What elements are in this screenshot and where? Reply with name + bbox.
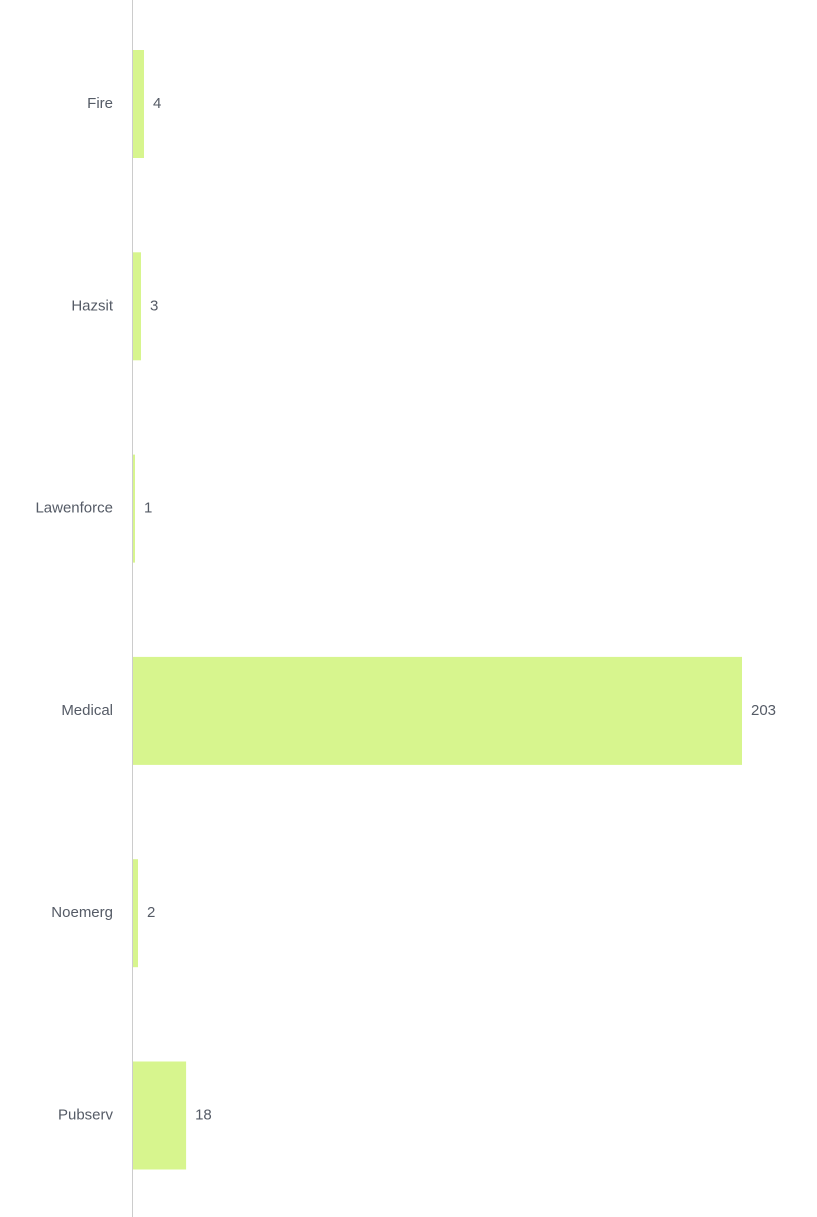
value-label-noemerg: 2 [147,904,155,921]
value-label-hazsit: 3 [150,297,158,314]
category-label-noemerg: Noemerg [51,904,113,921]
bar-medical [132,656,742,765]
category-label-lawenforce: Lawenforce [35,500,113,517]
category-label-fire: Fire [87,95,113,112]
bar-fire [132,50,144,158]
category-label-hazsit: Hazsit [71,297,114,314]
bar-lawenforce [132,454,135,563]
bar-pubserv [132,1061,187,1170]
bar-noemerg [132,859,138,968]
bars-layer [132,50,742,1170]
category-label-medical: Medical [61,702,113,719]
labels-layer: Fire 4 Hazsit 3 Lawenforce 1 Medical 203 Noemerg… [35,95,776,1124]
category-label-pubserv: Pubserv [58,1106,114,1123]
value-label-fire: 4 [153,95,161,112]
bar-hazsit [132,252,141,361]
value-label-pubserv: 18 [195,1106,212,1123]
value-label-lawenforce: 1 [144,500,152,517]
value-label-medical: 203 [751,702,776,719]
